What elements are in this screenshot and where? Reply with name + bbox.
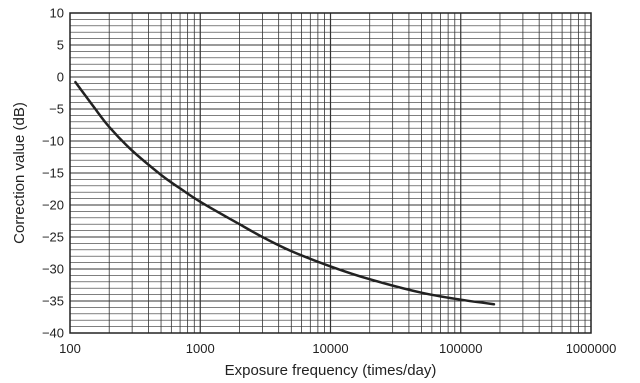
x-tick-label: 100 [59,341,81,356]
y-tick-label: −15 [42,166,64,181]
y-tick-label: 5 [57,38,64,53]
x-axis-label: Exposure frequency (times/day) [225,362,437,379]
x-axis-ticks: 100 1000 10000 100000 1000000 [59,341,616,356]
y-tick-label: 10 [50,6,64,21]
series-line [74,80,496,306]
y-axis-label: Correction value (dB) [11,102,28,244]
x-tick-label: 1000 [186,341,215,356]
y-tick-label: −5 [49,102,64,117]
x-tick-label: 100000 [439,341,482,356]
grid [70,13,591,333]
y-tick-label: 0 [57,70,64,85]
x-tick-label: 1000000 [566,341,617,356]
x-tick-label: 10000 [312,341,348,356]
y-axis-ticks: 10 5 0 −5 −10 −15 −20 −25 −30 −35 −40 [42,6,64,341]
plot-frame [69,12,592,334]
series-layer [74,80,496,306]
y-tick-label: −30 [42,262,64,277]
y-tick-label: −40 [42,326,64,341]
y-tick-label: −25 [42,230,64,245]
y-tick-label: −35 [42,294,64,309]
y-tick-label: −10 [42,134,64,149]
y-tick-label: −20 [42,198,64,213]
